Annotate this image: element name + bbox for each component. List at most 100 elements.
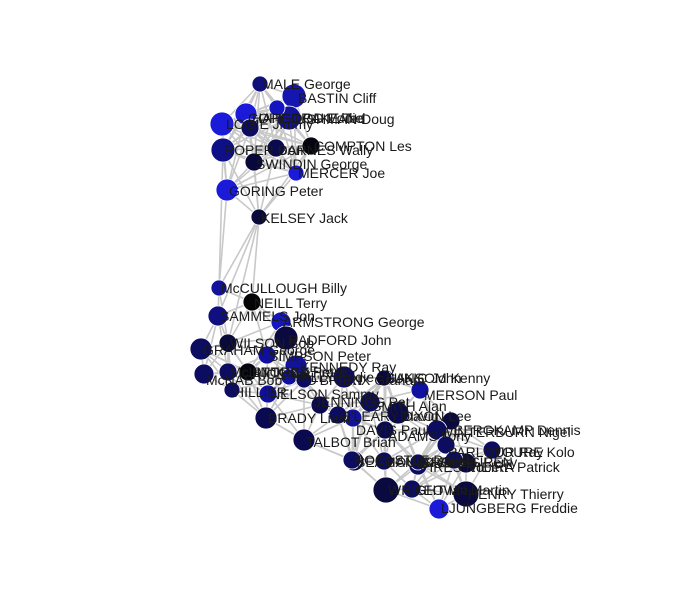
node-label-armstrong: ARMSTRONG George — [283, 314, 425, 330]
node-rice — [238, 362, 258, 382]
node-logie — [209, 111, 235, 137]
node-brady — [254, 406, 278, 430]
node-label-oleary: O'LEARY David — [340, 408, 439, 424]
node-label-oteam: O'BRIEN — [306, 372, 362, 388]
node-jennings — [310, 395, 330, 415]
node-label-storey: STOREY Peter — [252, 364, 347, 380]
node-mercer — [287, 164, 305, 182]
node-bould — [374, 451, 394, 471]
node-label-kelsey: KELSEY Jack — [261, 210, 349, 226]
node-label-cope: COPE — [248, 110, 288, 126]
node-label-merson: MERSON Paul — [424, 387, 517, 403]
node-label-drake: DRAKE Ted — [291, 110, 365, 126]
node-merson — [410, 380, 430, 400]
node-winterburn — [426, 419, 448, 441]
node-roper — [210, 137, 236, 163]
node-lauren — [444, 450, 464, 470]
node-label-talbot: TALBOT Brian — [306, 434, 396, 450]
node-groves — [409, 453, 427, 471]
edge — [221, 123, 312, 147]
node-kelsey — [250, 208, 268, 226]
node-label-radford: RADFORD John — [288, 332, 391, 348]
node-toure — [482, 440, 502, 460]
node-wright — [372, 476, 400, 504]
node-keown — [402, 479, 422, 499]
node-label-mcnab: McNAB Bob — [206, 372, 282, 388]
node-label-pires: PIRES Robert — [420, 459, 508, 475]
node-label-logie: LOGIE Jimmy — [226, 116, 313, 132]
node-neill — [242, 292, 262, 312]
edge — [217, 216, 260, 317]
edge — [253, 107, 278, 163]
node-label-lishman: LISHMAN Doug — [295, 111, 395, 127]
node-label-seaman: SEAMAN David — [356, 454, 455, 470]
edge — [226, 172, 297, 191]
node-label-bergkamp: BERGKAMP Dennis — [454, 422, 581, 438]
node-label-compton: COMPTON Les — [314, 138, 412, 154]
node-layer — [189, 75, 502, 520]
node-talbot — [292, 428, 316, 452]
node-mcnab — [193, 363, 215, 385]
edge — [258, 172, 297, 218]
node-goring — [215, 178, 239, 202]
node-label-simpson: SIMPSON Peter — [269, 348, 371, 364]
node-label-swindin: SWINDIN George — [256, 156, 367, 172]
node-radford — [273, 325, 299, 351]
node-label-mercer: MERCER Joe — [298, 165, 385, 181]
node-label-henry: HENRY Thierry — [468, 486, 564, 502]
node-hapgood — [240, 118, 260, 138]
node-smith — [359, 391, 381, 413]
edge — [218, 149, 224, 289]
node-label-wilson: WILSON Bob — [230, 335, 314, 351]
node-swindin — [244, 152, 264, 172]
node-label-jennings: JENNINGS Pat — [314, 394, 410, 410]
node-label-barnes: BARNES Wally — [278, 142, 373, 158]
node-label-hapgood: HAPGOOD Eddie — [252, 110, 363, 126]
node-label-lukic: LUKIC John — [386, 370, 461, 386]
node-label-bastin: BASTIN Cliff — [298, 90, 376, 106]
node-label-goring: GORING Peter — [229, 183, 323, 199]
node-mccullough — [210, 279, 228, 297]
node-label-kelly: KELLY Eddie — [292, 369, 374, 385]
edge — [258, 145, 312, 218]
node-label-keown: KEOWN Martin — [414, 482, 510, 498]
node-label-adams: ADAMS Tony — [388, 428, 471, 444]
node-label-groves: GROVES Perry — [420, 454, 517, 470]
node-oteam — [295, 371, 313, 389]
node-label-winterburn: WINTERBURN Nigel — [440, 424, 571, 440]
edge — [226, 145, 312, 191]
edge — [227, 216, 260, 344]
node-henry — [452, 480, 480, 508]
edge — [251, 216, 260, 303]
node-label-hill: HILLIER — [234, 384, 287, 400]
node-label-bould: BOULD Steve — [386, 454, 474, 470]
node-label-smith: SMITH Alan — [372, 398, 447, 414]
node-wilson — [218, 333, 238, 353]
node-parlour — [436, 435, 456, 455]
node-label-sansom: SANSOM Kenny — [386, 370, 490, 386]
node-label-wright: WRIGHT Ian — [388, 482, 468, 498]
node-simpson — [257, 345, 277, 365]
node-hill — [223, 381, 241, 399]
node-ljungberg — [428, 498, 450, 520]
node-label-vieira: VIEIRA Patrick — [468, 459, 561, 475]
node-male — [251, 75, 269, 93]
node-label-nelson: NELSON Sammy — [270, 386, 379, 402]
node-label-roper: ROPER Don — [224, 142, 303, 158]
node-label-parlour: PARLOUR Ray — [448, 444, 543, 460]
node-label-ljungberg: LJUNGBERG Freddie — [441, 500, 578, 516]
node-label-rice: RICE Pat — [252, 366, 310, 382]
node-rix — [332, 365, 356, 389]
node-adams — [375, 420, 395, 440]
edge — [218, 189, 228, 289]
edge — [218, 216, 260, 289]
node-label-male: MALE George — [262, 76, 351, 92]
edge — [227, 371, 290, 378]
node-label-davis: DAVIS Paul — [356, 422, 429, 438]
node-label-neill: NEILL Terry — [254, 295, 327, 311]
node-label-mccullough: McCULLOUGH Billy — [221, 280, 347, 296]
node-graham — [189, 337, 213, 361]
node-label-kennedy: KENNEDY Ray — [300, 359, 396, 375]
